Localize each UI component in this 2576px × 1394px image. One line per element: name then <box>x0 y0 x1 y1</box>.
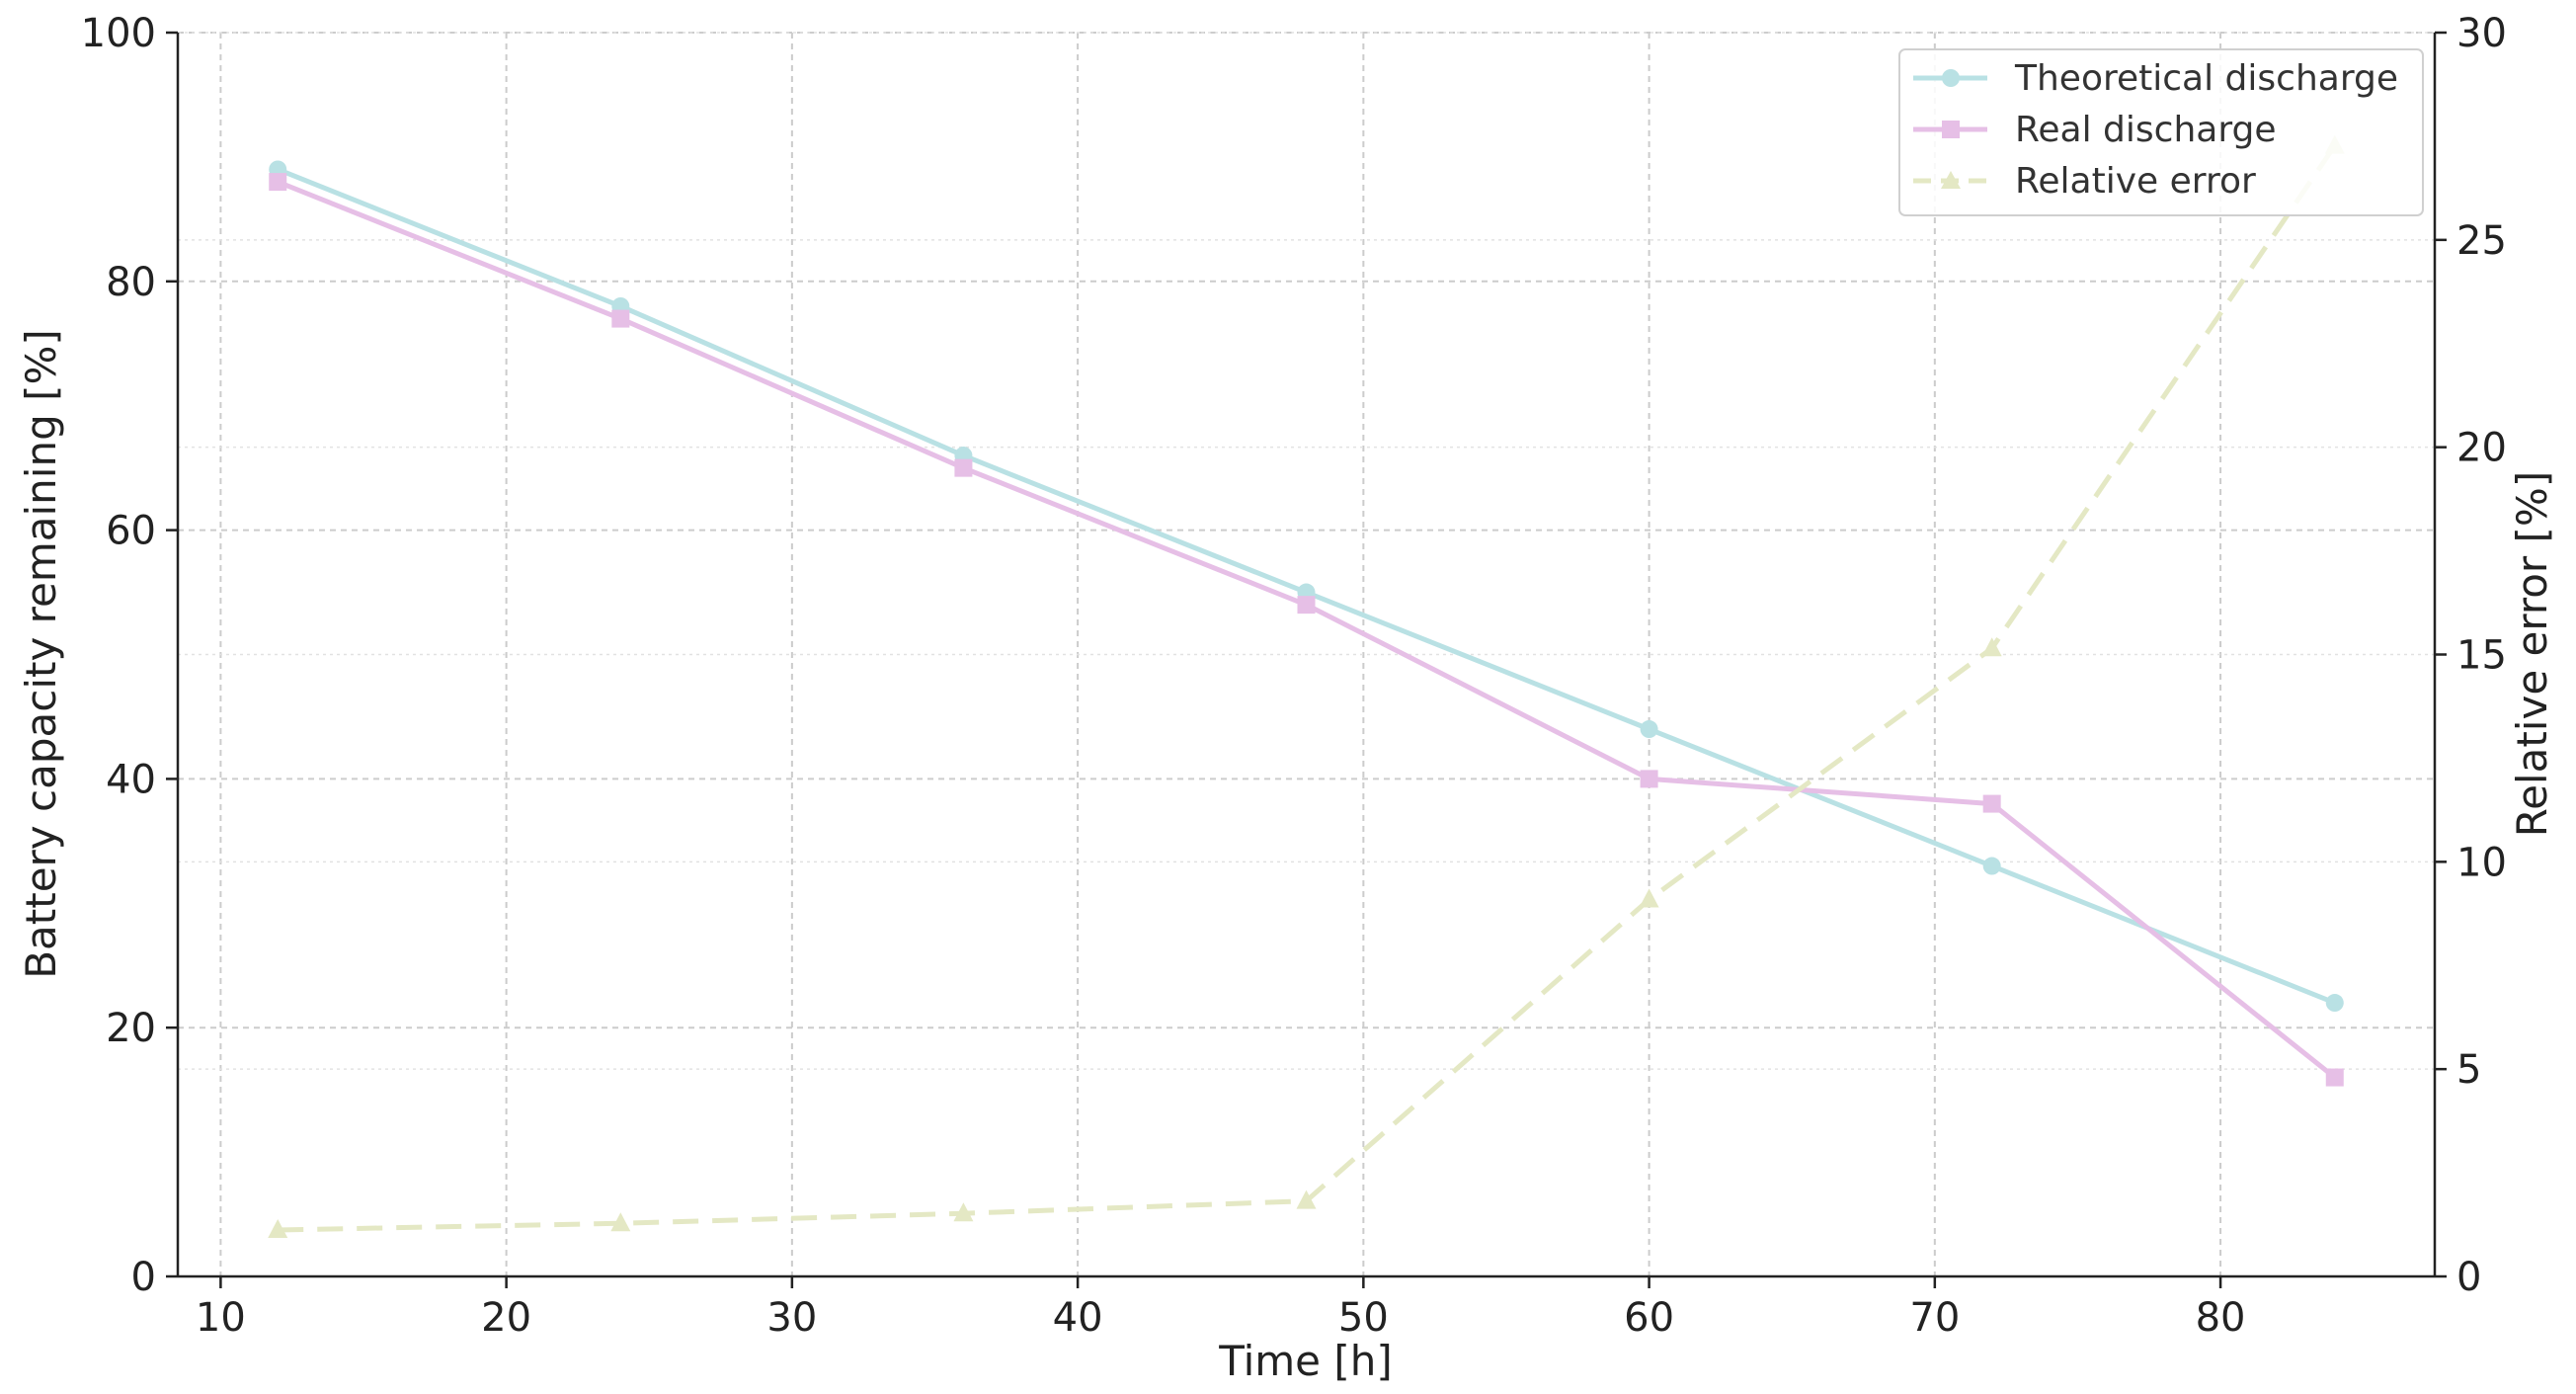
point-real-discharge <box>1640 770 1658 788</box>
y-tick-label-right: 5 <box>2456 1047 2481 1093</box>
legend-label-real: Real discharge <box>2015 110 2277 150</box>
y-tick-label-left: 40 <box>106 757 156 802</box>
x-axis-title: Time [h] <box>1218 1337 1393 1385</box>
point-relative-error <box>1296 1189 1317 1209</box>
x-tick-label: 40 <box>1053 1295 1103 1341</box>
y-axis-title-right: Relative error [%] <box>2508 471 2556 837</box>
point-theoretical-discharge <box>1640 720 1658 739</box>
x-tick-label: 10 <box>196 1295 246 1341</box>
point-relative-error <box>1639 888 1659 908</box>
point-relative-error <box>953 1202 974 1222</box>
point-theoretical-discharge <box>2325 994 2344 1013</box>
point-real-discharge <box>269 173 287 192</box>
x-tick-label: 30 <box>766 1295 817 1341</box>
legend-marker-relative-error <box>1941 171 1961 189</box>
y-tick-label-right: 30 <box>2456 11 2507 56</box>
x-tick-label: 60 <box>1624 1295 1674 1341</box>
y-tick-label-right: 25 <box>2456 218 2507 264</box>
y-axis-title-left: Battery capacity remaining [%] <box>17 329 65 979</box>
legend-entry-2: Real discharge <box>1913 110 2277 150</box>
series-line-real-discharge <box>277 179 2337 1080</box>
series-line-relative-error <box>278 144 2337 1233</box>
point-theoretical-discharge <box>1982 857 2001 875</box>
y-tick-label-left: 60 <box>106 509 156 554</box>
legend-entry-3: Relative error <box>1913 161 2256 202</box>
point-real-discharge <box>611 309 630 328</box>
y-tick-label-left: 100 <box>81 11 156 56</box>
y-tick-label-right: 15 <box>2456 633 2507 679</box>
legend-box <box>1898 48 2424 216</box>
y-tick-label-left: 80 <box>106 260 156 305</box>
point-relative-error <box>610 1212 631 1232</box>
legend-entry-1: Theoretical discharge <box>1913 58 2398 99</box>
x-tick-label: 20 <box>481 1295 531 1341</box>
x-tick-label: 50 <box>1338 1295 1389 1341</box>
y-tick-label-right: 0 <box>2456 1255 2481 1300</box>
y-tick-label-right: 10 <box>2456 840 2507 885</box>
x-tick-label: 80 <box>2196 1295 2246 1341</box>
y-tick-label-left: 20 <box>106 1006 156 1051</box>
point-real-discharge <box>2325 1068 2344 1087</box>
legend-label-relative-error: Relative error <box>2015 161 2256 202</box>
y-tick-label-left: 0 <box>131 1255 156 1300</box>
point-real-discharge <box>1297 596 1316 615</box>
legend-label-theoretical: Theoretical discharge <box>2014 58 2398 99</box>
legend-marker-theoretical <box>1942 69 1960 87</box>
grid-layer <box>178 32 2435 1277</box>
point-relative-error <box>268 1218 288 1238</box>
legend: Theoretical discharge Real discharge Rel… <box>1898 48 2424 216</box>
x-tick-label: 70 <box>1909 1295 1960 1341</box>
point-real-discharge <box>954 458 973 477</box>
axes-layer: 10 20 30 40 50 60 70 80 0 20 40 60 80 100 0 5 10 15 20 25 30 <box>81 11 2507 1341</box>
point-relative-error <box>1981 637 2002 657</box>
series-layer <box>268 134 2345 1238</box>
point-real-discharge <box>1982 794 2001 813</box>
y-tick-label-right: 20 <box>2456 426 2507 471</box>
legend-marker-real <box>1942 121 1960 138</box>
